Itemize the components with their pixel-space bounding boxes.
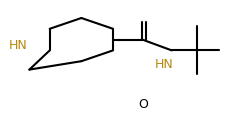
Text: O: O [138, 99, 148, 111]
Text: HN: HN [9, 39, 27, 52]
Text: HN: HN [154, 58, 172, 71]
